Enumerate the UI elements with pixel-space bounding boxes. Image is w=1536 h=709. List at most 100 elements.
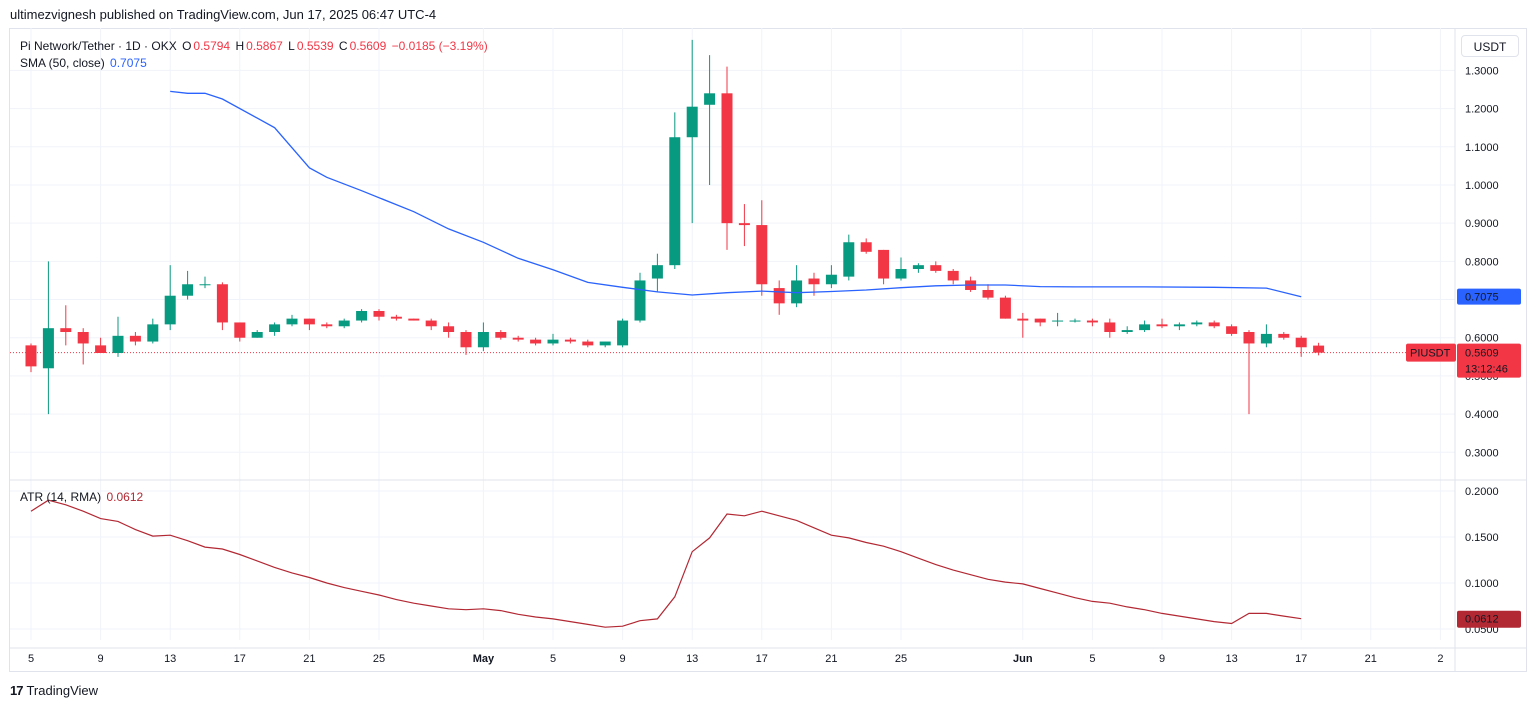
candle-up[interactable] (147, 324, 159, 342)
candle-up[interactable] (686, 106, 698, 138)
candle-up[interactable] (1139, 324, 1151, 331)
candle-down[interactable] (860, 242, 872, 252)
candle-up[interactable] (1069, 320, 1081, 322)
last-price-badge-text: 0.5609 (1465, 348, 1499, 360)
candle-down[interactable] (1086, 320, 1098, 323)
sma-line[interactable] (170, 90, 1302, 298)
candle-down[interactable] (77, 332, 89, 344)
candle-up[interactable] (338, 320, 350, 327)
candle-up[interactable] (791, 280, 803, 304)
candle-down[interactable] (495, 332, 507, 338)
candle-down[interactable] (234, 322, 246, 338)
candle-down[interactable] (878, 249, 890, 279)
candle-down[interactable] (25, 345, 37, 367)
candle-up[interactable] (704, 93, 716, 105)
candle-down[interactable] (982, 289, 994, 298)
time-tick-label: 9 (620, 653, 626, 665)
candle-up[interactable] (617, 320, 629, 346)
candle-down[interactable] (216, 284, 228, 323)
candle-down[interactable] (408, 318, 420, 321)
candle-down[interactable] (721, 93, 733, 224)
candle-down[interactable] (756, 225, 768, 285)
legend-open-label: O (182, 39, 192, 53)
candle-up[interactable] (182, 284, 194, 296)
candle-down[interactable] (129, 335, 141, 342)
candle-down[interactable] (999, 297, 1011, 319)
candle-up[interactable] (895, 268, 907, 279)
atr-line[interactable] (30, 499, 1302, 628)
candle-up[interactable] (651, 265, 663, 279)
candle-down[interactable] (1208, 322, 1220, 327)
candle-up[interactable] (356, 310, 368, 321)
candle-down[interactable] (1278, 333, 1290, 338)
time-tick-label: 13 (686, 653, 698, 665)
last-price-badge[interactable] (1457, 343, 1521, 378)
candle-up[interactable] (477, 332, 489, 348)
candle-down[interactable] (303, 318, 315, 325)
candle-down[interactable] (564, 339, 576, 342)
candle-down[interactable] (1313, 345, 1325, 353)
candle-down[interactable] (460, 332, 472, 348)
candle-down[interactable] (390, 316, 402, 319)
currency-button[interactable]: USDT (1461, 35, 1519, 57)
legend-high-label: H (235, 39, 245, 53)
candle-up[interactable] (42, 328, 54, 369)
candle-up[interactable] (199, 284, 211, 286)
candle-up[interactable] (843, 242, 855, 277)
candle-down[interactable] (930, 265, 942, 271)
candle-down[interactable] (738, 223, 750, 226)
candle-down[interactable] (443, 326, 455, 333)
atr-tick-label: 0.1000 (1465, 578, 1499, 590)
candle-down[interactable] (773, 288, 785, 304)
symbol-badge[interactable] (1406, 343, 1456, 362)
price-tick-label: 0.3000 (1465, 447, 1499, 459)
candle-up[interactable] (1121, 330, 1133, 333)
candle-down[interactable] (947, 270, 959, 281)
time-tick-label: 17 (1295, 653, 1307, 665)
candle-up[interactable] (1052, 320, 1064, 322)
tradingview-logo[interactable]: 17 TradingView (10, 683, 98, 698)
candle-down[interactable] (373, 310, 385, 317)
candle-up[interactable] (1191, 322, 1203, 325)
candle-down[interactable] (425, 320, 437, 327)
candle-down[interactable] (1104, 322, 1116, 333)
candle-down[interactable] (60, 328, 72, 333)
legend-close-value: 0.5609 (349, 39, 387, 53)
candle-down[interactable] (530, 339, 542, 344)
candle-up[interactable] (286, 318, 298, 325)
chart-frame[interactable] (9, 28, 1527, 672)
candle-down[interactable] (1243, 332, 1255, 344)
candle-up[interactable] (1260, 333, 1272, 344)
legend-symbol[interactable]: Pi Network/Tether · 1D · OKX (20, 39, 177, 53)
candle-down[interactable] (582, 341, 594, 346)
candle-up[interactable] (547, 339, 559, 344)
candle-up[interactable] (1173, 324, 1185, 327)
candle-up[interactable] (912, 265, 924, 269)
legend-change: −0.0185 (−3.19%) (391, 39, 488, 53)
candle-down[interactable] (321, 324, 333, 327)
candle-down[interactable] (1017, 318, 1029, 321)
candle-down[interactable] (1034, 318, 1046, 323)
bar-countdown-text: 13:12:46 (1465, 364, 1508, 376)
candle-down[interactable] (512, 337, 524, 340)
atr-value-badge[interactable] (1457, 610, 1521, 628)
candle-down[interactable] (1156, 324, 1168, 327)
candle-up[interactable] (269, 324, 281, 333)
candle-up[interactable] (112, 335, 124, 354)
legend-sma-row[interactable]: SMA (50, close) 0.7075 (20, 56, 149, 70)
candle-up[interactable] (251, 332, 263, 338)
candle-up[interactable] (599, 341, 611, 346)
sma-price-badge[interactable] (1457, 288, 1521, 305)
candle-down[interactable] (1295, 337, 1307, 348)
candle-down[interactable] (808, 278, 820, 285)
candle-up[interactable] (669, 137, 681, 266)
candle-up[interactable] (825, 274, 837, 285)
candle-up[interactable] (164, 295, 176, 325)
candle-down[interactable] (1226, 326, 1238, 334)
legend-atr-row[interactable]: ATR (14, RMA) 0.0612 (20, 490, 145, 504)
candle-down[interactable] (95, 345, 107, 354)
price-tick-label: 0.8000 (1465, 256, 1499, 268)
atr-tick-label: 0.2000 (1465, 486, 1499, 498)
candle-up[interactable] (634, 280, 646, 321)
